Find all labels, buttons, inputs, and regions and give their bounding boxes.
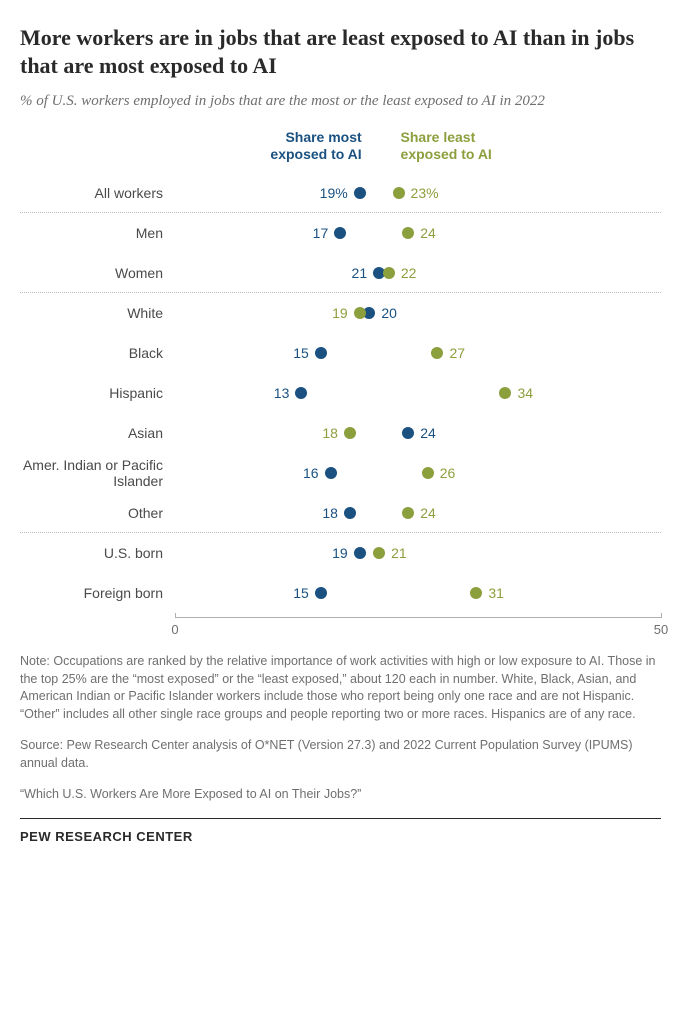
row-label: White	[20, 305, 175, 321]
chart-subtitle: % of U.S. workers employed in jobs that …	[20, 91, 661, 111]
dot-most	[354, 187, 366, 199]
value-most: 17	[313, 225, 329, 241]
row-plot: 19% 23%	[175, 173, 661, 212]
value-least: 21	[391, 545, 407, 561]
value-most: 24	[420, 425, 436, 441]
dot-most	[325, 467, 337, 479]
value-least: 26	[440, 465, 456, 481]
row-label: Hispanic	[20, 385, 175, 401]
chart-row: White1920	[20, 293, 661, 333]
value-most: 19%	[320, 185, 348, 201]
row-plot: 1824	[175, 413, 661, 453]
chart-row: Hispanic 13 34	[20, 373, 661, 413]
value-least: 34	[517, 385, 533, 401]
row-plot: 13 34	[175, 373, 661, 413]
chart-row: U.S. born1921	[20, 533, 661, 573]
dot-most	[315, 587, 327, 599]
chart-row: Foreign born1531	[20, 573, 661, 613]
value-most: 20	[381, 305, 397, 321]
legend-most: Share most exposed to AI	[242, 129, 362, 163]
row-label: Men	[20, 225, 175, 241]
value-least: 31	[488, 585, 504, 601]
dot-chart: Share most exposed to AI Share least expo…	[20, 129, 661, 639]
dot-least	[344, 427, 356, 439]
chart-row: Men1724	[20, 213, 661, 253]
row-plot: 1824	[175, 493, 661, 532]
value-least: 19	[332, 305, 348, 321]
row-plot: 1531	[175, 573, 661, 613]
row-plot: 1626	[175, 453, 661, 493]
value-least: 24	[420, 505, 436, 521]
chart-title: More workers are in jobs that are least …	[20, 24, 661, 79]
chart-row: Asian1824	[20, 413, 661, 453]
x-axis: 050	[20, 617, 661, 639]
chart-row: Women 21 22	[20, 253, 661, 293]
dot-least	[431, 347, 443, 359]
row-label: Foreign born	[20, 585, 175, 601]
footer-quote: “Which U.S. Workers Are More Exposed to …	[20, 786, 661, 804]
dot-most	[295, 387, 307, 399]
source-text: Source: Pew Research Center analysis of …	[20, 737, 661, 772]
value-least: 24	[420, 225, 436, 241]
legend-row: Share most exposed to AI Share least expo…	[20, 129, 661, 169]
row-label: U.S. born	[20, 545, 175, 561]
value-least: 27	[449, 345, 465, 361]
value-most: 15	[293, 585, 309, 601]
value-most: 21	[352, 265, 368, 281]
note-text: Note: Occupations are ranked by the rela…	[20, 653, 661, 723]
row-plot: 21 22	[175, 253, 661, 292]
attribution: PEW RESEARCH CENTER	[20, 818, 661, 844]
value-most: 18	[322, 505, 338, 521]
legend-labels: Share most exposed to AI Share least expo…	[175, 129, 661, 169]
row-label: Amer. Indian or Pacific Islander	[20, 457, 175, 489]
row-plot: 1724	[175, 213, 661, 253]
axis-tick	[661, 613, 662, 618]
dot-least	[402, 507, 414, 519]
chart-row: All workers 19% 23%	[20, 173, 661, 213]
value-most: 15	[293, 345, 309, 361]
value-least: 22	[401, 265, 417, 281]
axis-tick-label: 0	[171, 622, 178, 637]
dot-least	[402, 227, 414, 239]
value-least: 23%	[411, 185, 439, 201]
value-most: 19	[332, 545, 348, 561]
chart-row: Black1527	[20, 333, 661, 373]
row-plot: 1920	[175, 293, 661, 333]
value-least: 18	[322, 425, 338, 441]
dot-most	[354, 547, 366, 559]
dot-least	[373, 547, 385, 559]
row-label: Women	[20, 265, 175, 281]
chart-row: Other1824	[20, 493, 661, 533]
dot-most	[344, 507, 356, 519]
value-most: 13	[274, 385, 290, 401]
dot-least	[422, 467, 434, 479]
row-label: Other	[20, 505, 175, 521]
dot-most	[334, 227, 346, 239]
dot-least	[354, 307, 366, 319]
dot-least	[499, 387, 511, 399]
row-label: Black	[20, 345, 175, 361]
axis-tick-label: 50	[654, 622, 668, 637]
row-plot: 1921	[175, 533, 661, 573]
row-plot: 1527	[175, 333, 661, 373]
legend-least: Share least exposed to AI	[401, 129, 521, 163]
dot-least	[470, 587, 482, 599]
dot-most	[402, 427, 414, 439]
axis-tick	[175, 613, 176, 618]
dot-least	[383, 267, 395, 279]
row-label: All workers	[20, 185, 175, 201]
row-label: Asian	[20, 425, 175, 441]
dot-least	[393, 187, 405, 199]
chart-row: Amer. Indian or Pacific Islander1626	[20, 453, 661, 493]
dot-most	[315, 347, 327, 359]
value-most: 16	[303, 465, 319, 481]
